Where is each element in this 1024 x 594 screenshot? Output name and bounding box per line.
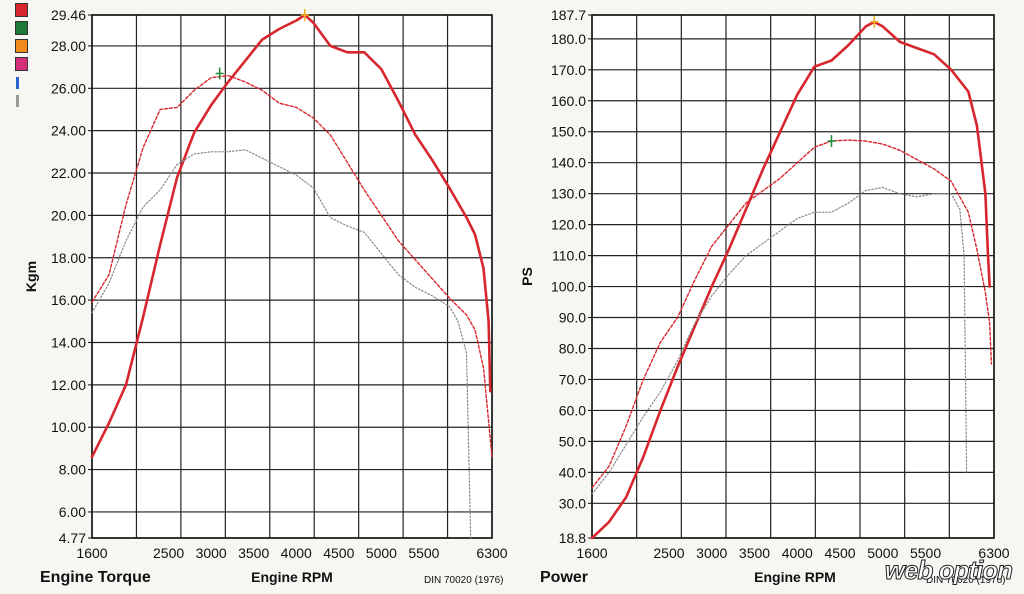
x-tick-label: 5000 bbox=[366, 545, 397, 561]
y-tick-label: 10.00 bbox=[51, 419, 86, 435]
plot-area bbox=[592, 15, 994, 538]
x-tick-label: 1600 bbox=[76, 545, 107, 561]
y-tick-label: 12.00 bbox=[51, 377, 86, 393]
y-axis-label: Kgm bbox=[23, 261, 39, 292]
x-tick-label: 4000 bbox=[782, 545, 813, 561]
plot-border bbox=[91, 14, 493, 539]
x-tick-label: 3000 bbox=[696, 545, 727, 561]
chart-title: Engine Torque bbox=[40, 569, 151, 586]
x-tick-label: 5500 bbox=[910, 545, 941, 561]
y-tick-label: 29.46 bbox=[51, 7, 86, 23]
y-tick-label: 22.00 bbox=[51, 165, 86, 181]
y-tick-label: 120.0 bbox=[551, 217, 586, 233]
y-tick-label: 160.0 bbox=[551, 93, 586, 109]
x-tick-label: 3000 bbox=[196, 545, 227, 561]
watermark-logo: web option bbox=[884, 555, 1013, 586]
legend-mini-grey bbox=[16, 95, 19, 107]
x-tick-label: 6300 bbox=[476, 545, 507, 561]
series-line-dotted bbox=[91, 149, 472, 539]
y-tick-label: 180.0 bbox=[551, 31, 586, 47]
y-tick-label: 110.0 bbox=[552, 248, 586, 264]
series-line-solid bbox=[90, 13, 492, 459]
legend-swatch-green bbox=[15, 21, 28, 35]
y-axis-label: PS bbox=[519, 267, 535, 286]
y-tick-label: 28.00 bbox=[51, 38, 86, 54]
x-tick-label: 3500 bbox=[739, 545, 770, 561]
y-tick-label: 24.00 bbox=[51, 123, 86, 139]
y-tick-label: 150.0 bbox=[551, 124, 586, 140]
y-tick-label: 26.00 bbox=[51, 80, 86, 96]
chart-power: 18.8 30.0 40.0 50.0 60.0 70.0 80.0 90.0 100.0 110… bbox=[519, 7, 1010, 586]
y-tick-label: 20.00 bbox=[51, 207, 86, 223]
legend-swatch-pink bbox=[15, 57, 28, 71]
series-line-dashed bbox=[591, 139, 993, 489]
din-footnote: DIN 70020 (1976) bbox=[926, 575, 1006, 586]
plot-border bbox=[591, 14, 995, 539]
y-tick-label: 18.8 bbox=[559, 530, 586, 546]
legend-swatch-red bbox=[15, 3, 28, 17]
x-tick-label: 4000 bbox=[281, 545, 312, 561]
y-tick-label: 40.0 bbox=[559, 464, 586, 480]
y-tick-label: 8.00 bbox=[59, 462, 86, 478]
y-tick-label: 6.00 bbox=[59, 504, 86, 520]
plot-area bbox=[92, 15, 492, 538]
y-tick-label: 18.00 bbox=[51, 250, 86, 266]
x-tick-label: 5500 bbox=[408, 545, 439, 561]
y-tick-label: 170.0 bbox=[551, 62, 586, 78]
legend-swatch-orange bbox=[15, 39, 28, 53]
x-tick-label: 2500 bbox=[153, 545, 184, 561]
x-tick-label: 5000 bbox=[867, 545, 898, 561]
y-tick-label: 140.0 bbox=[551, 155, 586, 171]
x-tick-label: 4500 bbox=[824, 545, 855, 561]
y-tick-label: 100.0 bbox=[551, 279, 586, 295]
y-tick-label: 16.00 bbox=[51, 292, 86, 308]
y-tick-label: 4.77 bbox=[59, 530, 86, 546]
y-tick-label: 90.0 bbox=[559, 310, 586, 326]
y-tick-label: 80.0 bbox=[559, 340, 586, 356]
y-tick-label: 14.00 bbox=[51, 334, 86, 350]
din-footnote: DIN 70020 (1976) bbox=[424, 575, 504, 586]
y-tick-label: 130.0 bbox=[551, 186, 586, 202]
chart-torque: 4.77 6.00 8.00 10.00 12.00 14.00 16.00 18.00 20.… bbox=[23, 7, 508, 586]
series-line-dashed bbox=[91, 74, 493, 458]
series-line-solid bbox=[590, 20, 992, 540]
legend-mini-blue bbox=[16, 77, 19, 89]
x-tick-label: 3500 bbox=[238, 545, 269, 561]
x-tick-label: 6300 bbox=[978, 545, 1009, 561]
y-tick-label: 30.0 bbox=[559, 495, 586, 511]
legend bbox=[15, 3, 29, 113]
series-line-dotted bbox=[591, 186, 968, 495]
y-tick-label: 70.0 bbox=[559, 371, 586, 387]
y-tick-label: 50.0 bbox=[559, 433, 586, 449]
x-tick-label: 1600 bbox=[576, 545, 607, 561]
x-tick-label: 4500 bbox=[323, 545, 354, 561]
chart-title: Power bbox=[540, 569, 588, 586]
y-tick-label: 60.0 bbox=[559, 402, 586, 418]
x-axis-label: Engine RPM bbox=[754, 569, 836, 585]
x-tick-label: 2500 bbox=[653, 545, 684, 561]
y-tick-label: 187.7 bbox=[551, 7, 586, 23]
x-axis-label: Engine RPM bbox=[251, 569, 333, 585]
